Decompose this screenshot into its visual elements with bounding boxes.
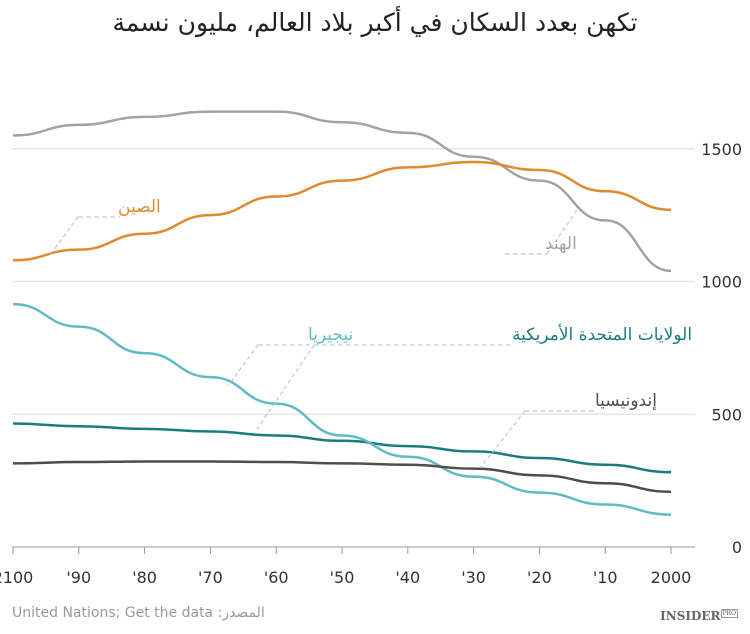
y-tick-label: 0 — [732, 538, 742, 557]
series-line — [12, 110, 672, 273]
series-label: الهند — [545, 234, 577, 254]
series-line — [12, 422, 672, 474]
chart-title: تكهن بعدد السكان في أكبر بلاد العالم، مل… — [112, 8, 638, 37]
label-leader — [479, 410, 526, 469]
x-tick-label: '10 — [593, 568, 618, 587]
x-tick-label: 2000 — [651, 568, 692, 587]
x-tick-label: '90 — [66, 568, 91, 587]
label-leader — [227, 344, 259, 387]
brand-logo: INSIDER PRO — [660, 609, 738, 623]
x-tick-label: '30 — [461, 568, 486, 587]
source-note: United Nations; Get the data :المصدر — [12, 605, 265, 621]
x-tick-label: '70 — [198, 568, 223, 587]
series-line — [12, 160, 672, 262]
y-tick-label: 1500 — [701, 140, 742, 159]
series-label: الولايات المتحدة الأمريكية — [512, 324, 692, 345]
y-tick-label: 1000 — [701, 273, 742, 292]
x-tick-label: '60 — [264, 568, 289, 587]
series-label: نيجيريا — [308, 325, 353, 345]
y-tick-label: 500 — [711, 405, 742, 424]
series-label: إندونيسيا — [595, 391, 657, 411]
label-leader — [254, 344, 315, 433]
x-tick-label: '40 — [395, 568, 420, 587]
series-line — [12, 302, 672, 516]
series-label: الصين — [118, 197, 161, 217]
x-tick-label: '80 — [132, 568, 157, 587]
brand-name: INSIDER — [660, 609, 721, 623]
label-leader — [49, 216, 79, 256]
x-tick-label: '20 — [527, 568, 552, 587]
x-tick-label: '50 — [330, 568, 355, 587]
series-line — [12, 460, 672, 494]
brand-sup: PRO — [720, 609, 738, 618]
x-tick-label: 2100 — [0, 568, 33, 587]
label-leader — [546, 209, 578, 255]
